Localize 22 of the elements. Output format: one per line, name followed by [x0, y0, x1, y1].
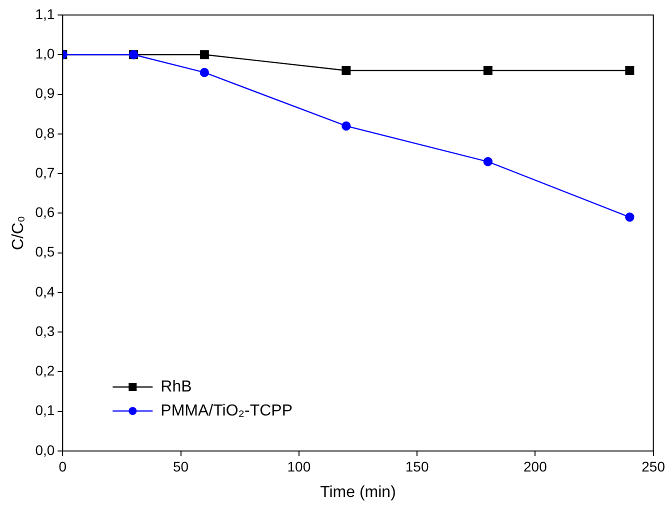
- y-tick-label: 0,7: [35, 164, 55, 180]
- y-tick-label: 0,9: [35, 85, 55, 102]
- y-tick-label: 1,1: [35, 6, 55, 22]
- legend-label: RhB: [160, 378, 192, 396]
- y-axis-title: C/C₀: [10, 216, 28, 250]
- x-tick-label: 50: [173, 458, 189, 474]
- y-tick-label: 0,6: [35, 204, 55, 220]
- legend-label: PMMA/TiO₂-TCPP: [160, 402, 293, 420]
- y-tick-label: 0,4: [35, 283, 55, 300]
- x-tick-label: 0: [58, 458, 67, 474]
- x-tick-label: 150: [405, 458, 429, 474]
- x-tick-label: 100: [287, 458, 311, 474]
- y-tick-label: 0,8: [35, 124, 55, 141]
- y-tick-label: 0,5: [35, 244, 55, 260]
- x-tick-label: 200: [524, 458, 548, 474]
- y-tick-label: 0,2: [35, 362, 55, 379]
- x-tick-label: 250: [642, 458, 666, 474]
- x-axis-title: Time (min): [320, 484, 396, 501]
- y-tick-label: 0,1: [35, 402, 55, 418]
- y-tick-label: 0,0: [35, 442, 55, 458]
- y-tick-label: 1,0: [35, 45, 55, 62]
- y-tick-label: 0,3: [35, 322, 55, 339]
